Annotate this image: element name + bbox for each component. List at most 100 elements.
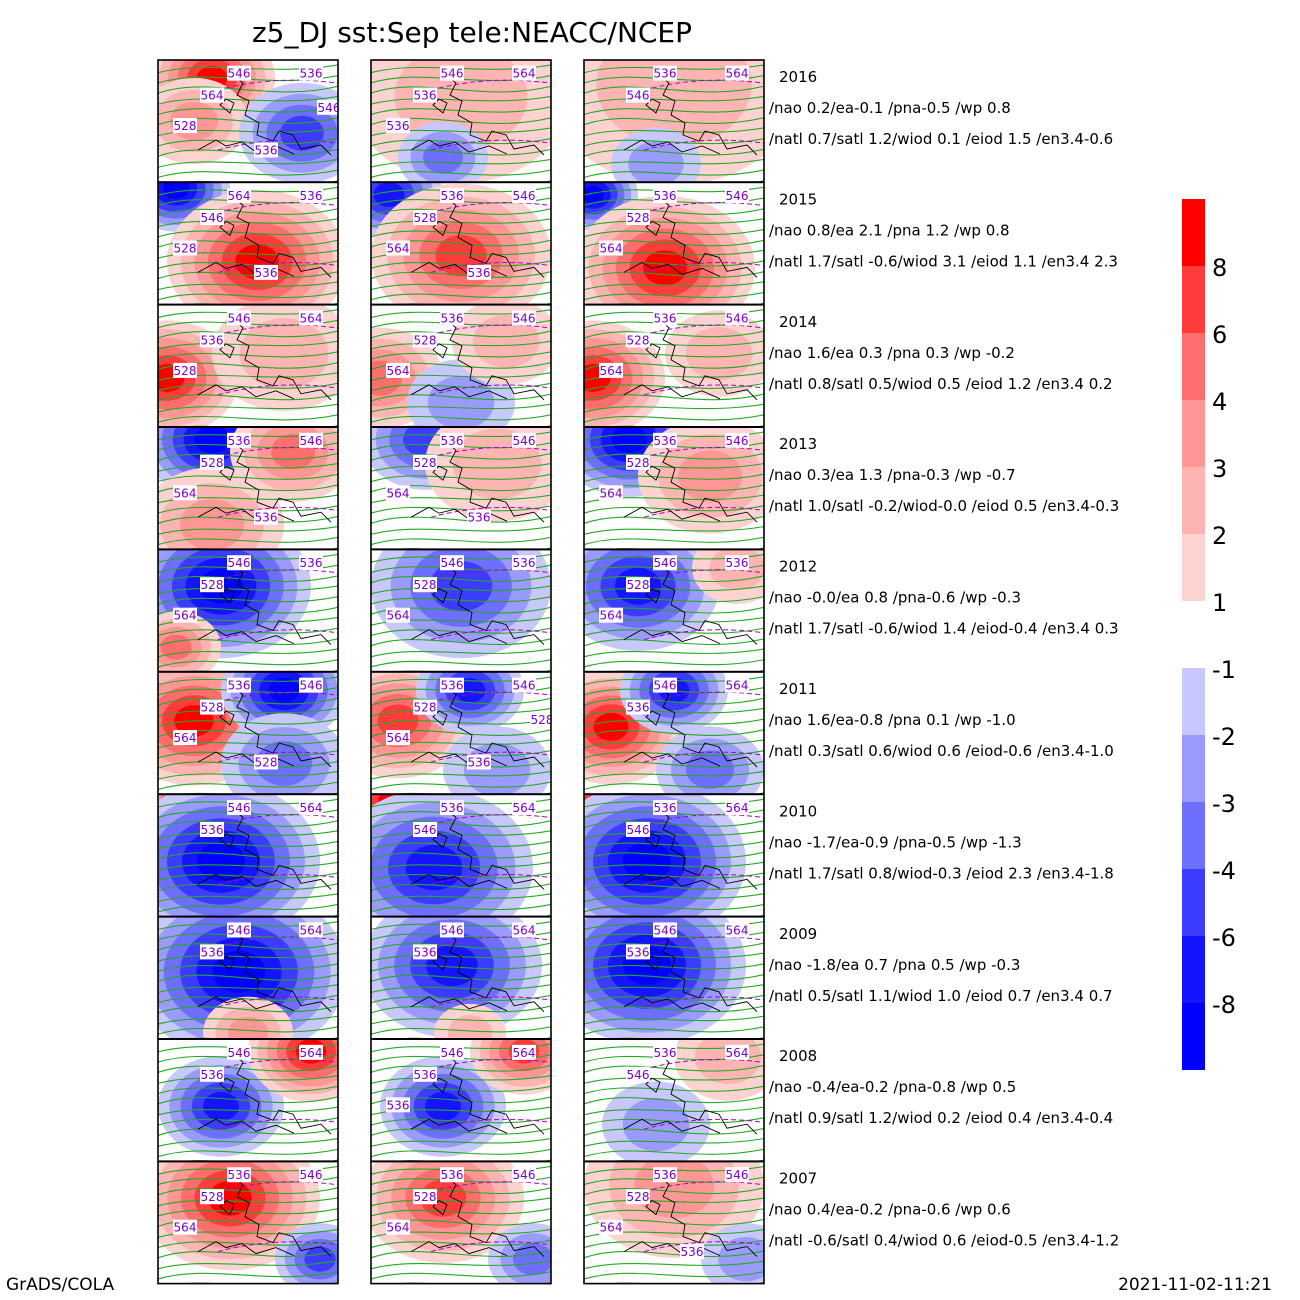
height-contour: [584, 830, 764, 840]
anomaly-shading: [228, 1016, 268, 1039]
height-contour: [158, 207, 338, 217]
contour-label-box: [200, 1189, 224, 1205]
height-contour: [158, 659, 338, 668]
anomaly-shading: [212, 950, 266, 993]
height-contour: [371, 840, 551, 850]
contour-label-box: [386, 240, 410, 256]
height-contour: [371, 893, 551, 903]
contour-label-box: [653, 555, 677, 571]
contour-label-box: [440, 1167, 464, 1183]
contour-label-box: [386, 362, 410, 378]
map-panel-2007-2: 528 536 546 564: [371, 1161, 551, 1284]
contour-label-box: [200, 454, 224, 470]
height-contour: [584, 260, 764, 270]
anomaly-shading: [584, 185, 604, 204]
height-contour: [371, 952, 551, 962]
height-contour: [371, 207, 551, 217]
colorbar-tick-label: 1: [1212, 589, 1227, 617]
height-contour: [584, 861, 764, 871]
contour-label: 536: [441, 1168, 464, 1182]
map-panel-2010-2: 546 536 564: [371, 794, 551, 917]
height-contour: [584, 984, 764, 994]
height-contour: [158, 228, 338, 238]
contour-label: 536: [441, 189, 464, 203]
contour-label-box: [440, 188, 464, 204]
contour-label: 528: [627, 578, 650, 592]
height-contour: [584, 749, 764, 759]
contour-label-box: [440, 1044, 464, 1060]
contour-label: 564: [726, 1046, 749, 1060]
height-contour: [584, 515, 764, 525]
height-contour: [371, 462, 551, 473]
contour-label: 536: [201, 945, 224, 959]
contour-label: 536: [627, 701, 650, 715]
height-contour: [158, 1187, 338, 1196]
index-line-2: /natl 0.7/satl 1.2/wiod 0.1 /eiod 1.5 /e…: [769, 130, 1113, 148]
contour-label: 546: [654, 923, 677, 937]
height-contour: [158, 291, 338, 301]
contour-label: 536: [255, 266, 278, 280]
contour-label-box: [725, 65, 749, 81]
contour-label-box: [626, 944, 650, 960]
contour-label: 546: [513, 189, 536, 203]
height-contour: [371, 106, 551, 116]
index-line-2: /natl 0.3/satl 0.6/wiod 0.6 /eiod-0.6 /e…: [769, 742, 1114, 760]
height-contour: [158, 984, 338, 994]
year-label: 2007: [779, 1170, 817, 1188]
contour-label-box: [227, 1044, 251, 1060]
height-contour: [584, 718, 764, 728]
height-contour: [584, 382, 764, 392]
colorbar-tick-label: -8: [1212, 991, 1236, 1019]
height-contour: [158, 452, 338, 462]
footer-left: GrADS/COLA: [6, 1275, 115, 1295]
index-line-1: /nao 1.6/ea-0.8 /pna 0.1 /wp -1.0: [769, 711, 1016, 729]
anomaly-shading: [427, 375, 495, 427]
contour-label-box: [467, 754, 491, 770]
anomaly-shading: [472, 314, 540, 368]
height-contour: [158, 270, 338, 280]
height-contour: [371, 452, 551, 462]
year-label: 2010: [779, 802, 817, 820]
height-contour: [158, 697, 338, 706]
contour-label-box: [386, 118, 410, 134]
height-contour: [584, 1096, 764, 1105]
contour-label: 546: [726, 1168, 749, 1182]
contour-label: 536: [468, 756, 491, 770]
height-contour: [158, 382, 338, 392]
height-contour: [584, 1005, 764, 1014]
height-contour: [371, 1005, 551, 1014]
index-line-1: /nao -1.7/ea-0.9 /pna-0.5 /wp -1.3: [769, 833, 1022, 851]
contour-label-box: [413, 332, 437, 348]
height-contour: [371, 1187, 551, 1196]
colorbar-swatch-neg: [1182, 1003, 1205, 1070]
height-contour: [584, 330, 764, 339]
contour-label-box: [386, 607, 410, 623]
contour-label-box: [530, 711, 551, 727]
contour-label-box: [299, 65, 323, 81]
index-line-1: /nao -0.4/ea-0.2 /pna-0.8 /wp 0.5: [769, 1078, 1016, 1096]
contour-label-box: [626, 454, 650, 470]
contour-label: 564: [726, 679, 749, 693]
footer-right: 2021-11-02-11:21: [1118, 1275, 1272, 1295]
height-contour: [158, 1085, 338, 1095]
anomaly-shading: [160, 634, 192, 660]
height-contour: [371, 270, 551, 280]
height-contour: [371, 403, 551, 413]
height-contour: [158, 893, 338, 903]
contour-label: 546: [201, 211, 224, 225]
map-panel-2011-1: 528 536 546 564 528: [158, 672, 338, 794]
contour-label-box: [725, 555, 749, 571]
contour-label-box: [512, 677, 536, 693]
anomaly-shading: [239, 318, 329, 390]
colorbar-tick-label: 8: [1212, 254, 1227, 282]
contour-label-box: [599, 362, 623, 378]
height-contour: [584, 85, 764, 94]
contour-label-box: [599, 485, 623, 501]
contour-label-box: [653, 65, 677, 81]
anomaly-shading: [429, 561, 493, 612]
contour-label: 536: [654, 189, 677, 203]
contour-label: 536: [654, 67, 677, 81]
anomaly-shading: [593, 712, 629, 741]
contour-label-box: [653, 800, 677, 816]
contour-label: 536: [255, 511, 278, 525]
